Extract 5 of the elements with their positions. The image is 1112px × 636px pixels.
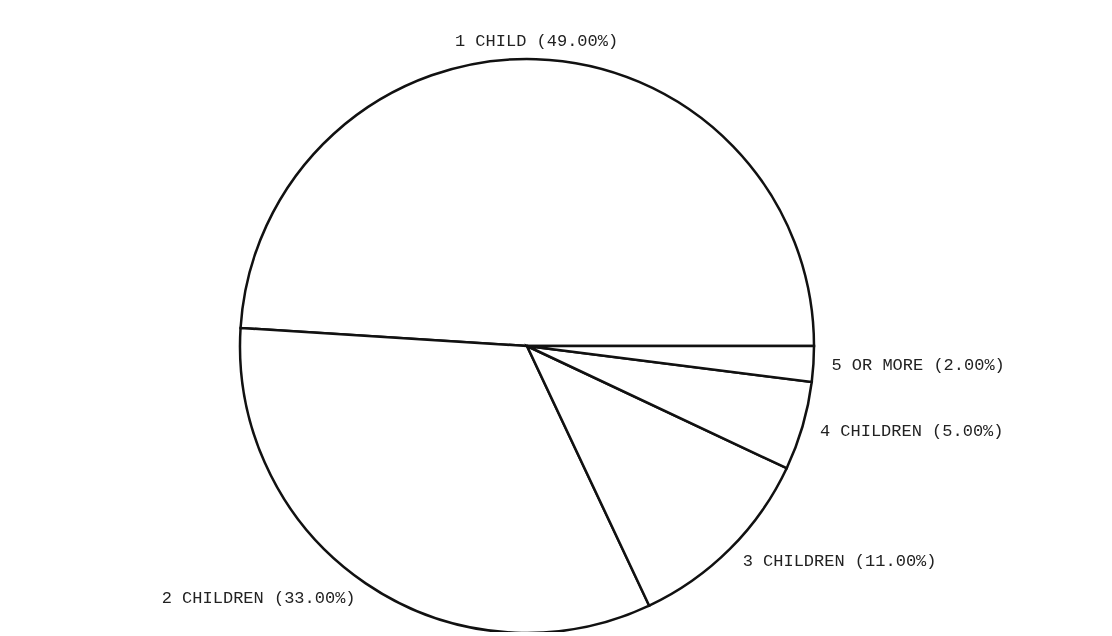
slice-label: 5 OR MORE (2.00%): [831, 355, 1005, 375]
slice-label: 4 CHILDREN (5.00%): [819, 421, 1004, 441]
slice-label: 1 CHILD (49.00%): [454, 31, 619, 51]
slice-label: 3 CHILDREN (11.00%): [742, 552, 937, 572]
slice-label: 2 CHILDREN (33.00%): [161, 588, 356, 608]
